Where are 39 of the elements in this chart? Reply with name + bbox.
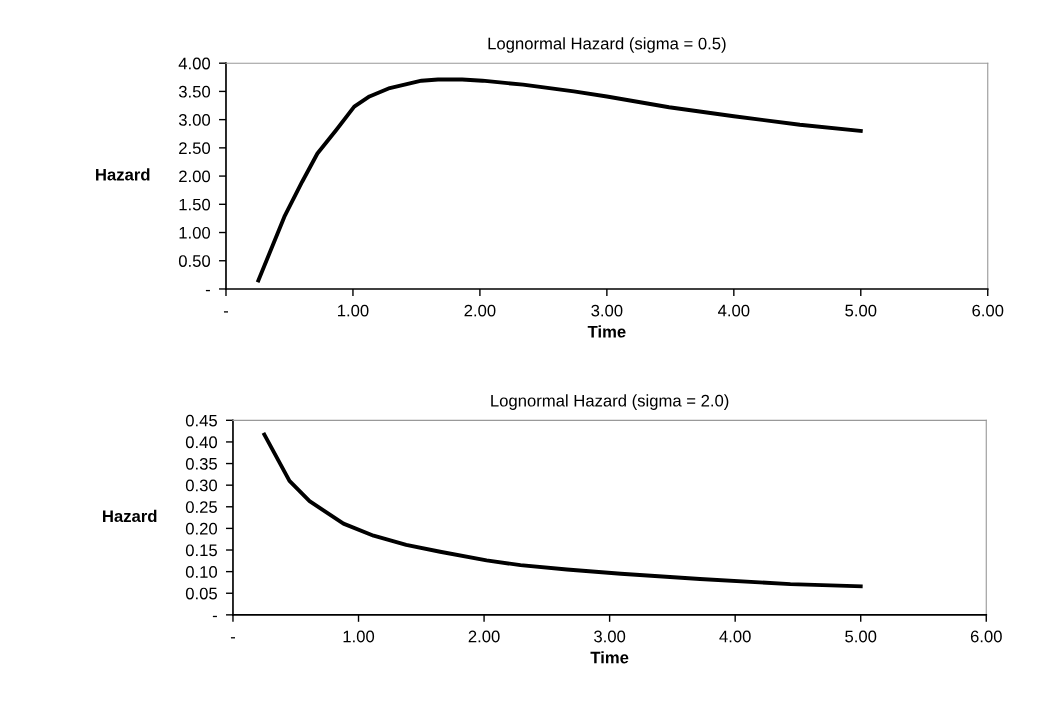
y-tick-label: 0.15 bbox=[185, 544, 217, 557]
x-tick-label: 4.00 bbox=[719, 630, 751, 643]
x-tick-label: 5.00 bbox=[845, 304, 877, 317]
x-tick-label: 3.00 bbox=[591, 304, 623, 317]
y-tick-label: 0.40 bbox=[185, 436, 218, 449]
chart-title: Lognormal Hazard (sigma = 0.5) bbox=[488, 37, 726, 53]
y-tick-label: 0.45 bbox=[185, 414, 217, 427]
x-tick-label: 3.00 bbox=[594, 630, 626, 643]
x-tick-label: 6.00 bbox=[970, 630, 1002, 643]
y-tick-label: - bbox=[205, 289, 210, 292]
y-tick-label: 1.50 bbox=[179, 198, 211, 211]
x-tick-label: 1.00 bbox=[338, 304, 369, 317]
y-tick-label: 1.00 bbox=[179, 226, 211, 239]
y-tick-label: - bbox=[212, 615, 217, 618]
line-series bbox=[256, 77, 863, 283]
y-tick-label: 2.50 bbox=[179, 142, 211, 155]
y-tick-label: 3.00 bbox=[178, 114, 211, 126]
x-axis-title: Time bbox=[590, 651, 629, 664]
y-tick-label: 0.25 bbox=[185, 501, 217, 513]
y-tick-label: 0.30 bbox=[185, 479, 218, 492]
y-tick-label: 4.00 bbox=[178, 57, 211, 70]
y-axis-title: Hazard bbox=[96, 168, 150, 181]
y-tick-label: 0.20 bbox=[185, 522, 218, 535]
x-axis-title: Time bbox=[587, 325, 626, 338]
x-tick-label: 6.00 bbox=[972, 304, 1004, 317]
chart-title: Lognormal Hazard (sigma = 2.0) bbox=[491, 394, 729, 410]
x-tick-label: 1.00 bbox=[343, 630, 375, 643]
x-tick-label: 2.00 bbox=[468, 630, 500, 643]
y-tick-label: 2.00 bbox=[179, 170, 211, 183]
y-tick-label: 0.05 bbox=[185, 587, 217, 600]
y-tick-label: 0.10 bbox=[185, 566, 218, 578]
y-tick-label: 3.50 bbox=[178, 85, 211, 98]
x-tick-label: 5.00 bbox=[845, 630, 877, 643]
y-tick-label: 0.35 bbox=[185, 457, 217, 470]
y-axis-title: Hazard bbox=[103, 509, 157, 523]
x-tick-label: 2.00 bbox=[464, 304, 496, 317]
x-tick-label: 4.00 bbox=[717, 304, 750, 317]
line-series bbox=[262, 432, 863, 589]
y-tick-label: 0.50 bbox=[178, 255, 211, 267]
